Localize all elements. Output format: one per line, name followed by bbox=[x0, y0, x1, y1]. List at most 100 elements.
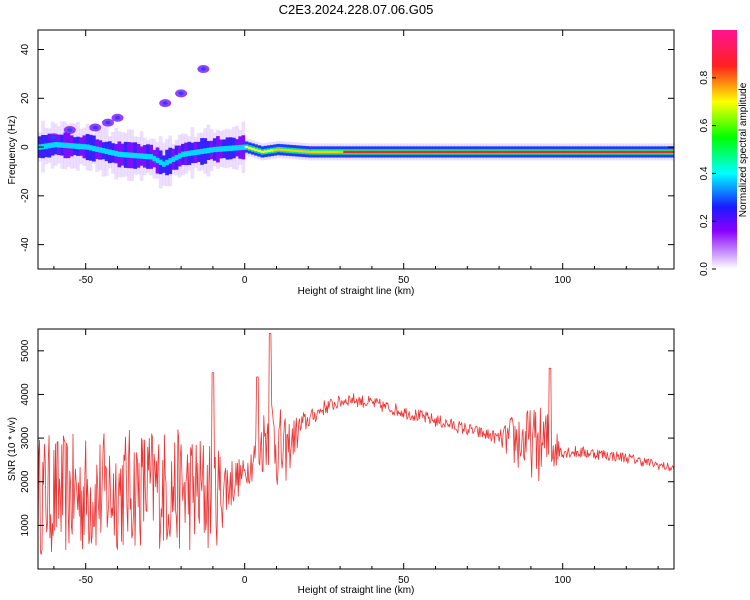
spectrogram-core bbox=[193, 149, 198, 156]
spectrogram-peak bbox=[359, 150, 363, 154]
spectrogram-core bbox=[168, 158, 173, 164]
spectrogram-core bbox=[120, 151, 125, 158]
spectrogram-peak bbox=[629, 150, 634, 154]
spectrogram-peak bbox=[578, 150, 583, 154]
spectrogram-peak bbox=[368, 150, 373, 154]
colorbar-tick-label: 0.0 bbox=[699, 262, 710, 276]
spectrogram-peak bbox=[425, 150, 430, 154]
spectrogram-peak bbox=[569, 150, 573, 154]
spectrogram-peak bbox=[381, 150, 386, 154]
snr-xtick-label: 50 bbox=[398, 575, 410, 586]
spectrogram-peak bbox=[639, 150, 643, 154]
spectrogram-peak bbox=[499, 150, 503, 154]
spectrogram-peak bbox=[667, 150, 672, 154]
spectrogram-peak bbox=[505, 150, 510, 154]
spectrogram-blob-core bbox=[200, 67, 206, 71]
colorbar-ticks: 0.0 0.2 0.4 0.6 0.8 bbox=[699, 70, 716, 276]
spectrogram-core bbox=[76, 143, 80, 150]
spectrogram-ytick-label: -40 bbox=[20, 237, 31, 252]
spectrogram-peak bbox=[645, 150, 650, 154]
spectrogram-peak bbox=[403, 150, 408, 154]
spectrogram-peak bbox=[597, 150, 602, 154]
spectrogram-core bbox=[203, 148, 208, 154]
colorbar-tick-label: 0.4 bbox=[699, 166, 710, 180]
spectrogram-core bbox=[44, 143, 49, 149]
spectrogram-panel: -50 0 50 100 -40 -20 0 20 40 Height of straight … bbox=[7, 29, 678, 297]
spectrogram-peak bbox=[340, 150, 344, 154]
spectrogram-peak bbox=[527, 150, 532, 154]
spectrogram-xtick-label: 100 bbox=[554, 275, 571, 286]
spectrogram-peak bbox=[346, 150, 351, 154]
spectrogram-peak bbox=[619, 150, 624, 154]
spectrogram-band bbox=[674, 146, 678, 157]
spectrogram-peak bbox=[635, 150, 640, 154]
spectrogram-peak bbox=[562, 150, 567, 154]
colorbar-tick-label: 0.8 bbox=[699, 70, 710, 84]
spectrogram-core bbox=[238, 144, 243, 151]
spectrogram-peak bbox=[254, 148, 258, 152]
spectrogram-core bbox=[197, 149, 201, 155]
spectrogram-peak bbox=[305, 150, 309, 153]
spectrogram-xlabel: Height of straight line (km) bbox=[298, 286, 415, 297]
spectrogram-peak bbox=[438, 150, 443, 154]
spectrogram-core bbox=[228, 145, 233, 151]
spectrogram-peak bbox=[591, 150, 595, 154]
spectrogram-peak bbox=[282, 148, 287, 152]
spectrogram-core bbox=[57, 142, 61, 148]
spectrogram-peak bbox=[371, 150, 376, 154]
spectrogram-peak bbox=[276, 148, 281, 151]
spectrogram-peak bbox=[349, 150, 354, 154]
colorbar-tick-label: 0.6 bbox=[699, 118, 710, 132]
spectrogram-core bbox=[216, 146, 220, 152]
spectrogram-peak bbox=[460, 150, 465, 154]
spectrogram-core bbox=[123, 152, 128, 158]
spectrogram-peak bbox=[390, 150, 395, 154]
spectrogram-core bbox=[187, 150, 192, 157]
spectrogram-peak bbox=[400, 150, 405, 154]
spectrogram-peak bbox=[495, 150, 500, 154]
spectrogram-peak bbox=[292, 149, 297, 152]
spectrogram-core bbox=[165, 159, 169, 166]
spectrogram-ytick-label: -20 bbox=[20, 188, 31, 203]
spectrogram-peak bbox=[604, 150, 608, 154]
spectrogram-peak bbox=[476, 150, 481, 154]
spectrogram-peak bbox=[244, 145, 249, 149]
spectrogram-core bbox=[130, 152, 134, 159]
spectrogram-peak bbox=[416, 150, 421, 154]
spectrogram-peak bbox=[581, 150, 586, 154]
spectrogram-peak bbox=[435, 150, 440, 154]
spectrogram-peak bbox=[286, 149, 290, 152]
spectrogram-core bbox=[50, 142, 55, 148]
spectrogram-blob-core bbox=[115, 115, 120, 120]
snr-panel: -50 0 50 100 1000 2000 3000 4000 5000 Height of … bbox=[7, 328, 675, 596]
spectrogram-core bbox=[136, 153, 141, 159]
spectrogram-core bbox=[82, 144, 87, 150]
spectrogram-core bbox=[209, 147, 214, 153]
spectrogram-peak bbox=[330, 150, 335, 154]
spectrogram-peak bbox=[336, 150, 341, 154]
spectrogram-core bbox=[184, 151, 188, 157]
colorbar: 0.0 0.2 0.4 0.6 0.8 Normalized spectral ampl… bbox=[699, 30, 749, 276]
spectrogram-core bbox=[146, 153, 150, 160]
spectrogram-peak bbox=[464, 150, 468, 154]
spectrogram-peak bbox=[321, 150, 325, 154]
spectrogram-core bbox=[225, 145, 230, 152]
spectrogram-ytick-label: 40 bbox=[20, 44, 31, 56]
spectrogram-core bbox=[152, 155, 157, 162]
spectrogram-peak bbox=[448, 150, 452, 154]
spectrogram-frame bbox=[37, 29, 675, 270]
spectrogram-blob-core bbox=[67, 128, 73, 132]
spectrogram-peak bbox=[610, 150, 615, 154]
spectrogram-peak bbox=[565, 150, 570, 154]
spectrogram-peak bbox=[441, 150, 446, 154]
spectrogram-peak bbox=[556, 150, 561, 154]
snr-ytick-label: 3000 bbox=[20, 427, 31, 450]
snr-series-line bbox=[38, 332, 674, 555]
snr-ytick-label: 1000 bbox=[20, 514, 31, 537]
spectrogram-peak bbox=[502, 150, 506, 154]
spectrogram-core bbox=[79, 143, 84, 150]
spectrogram-peak bbox=[518, 150, 522, 154]
spectrogram-peak bbox=[648, 150, 653, 154]
spectrogram-core bbox=[674, 149, 678, 154]
snr-frame bbox=[37, 328, 675, 570]
